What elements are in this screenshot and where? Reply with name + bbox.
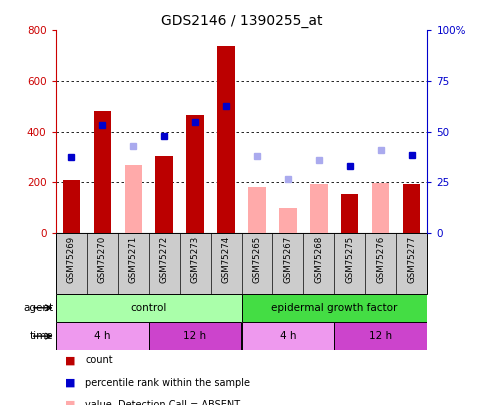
Text: 4 h: 4 h	[94, 331, 110, 341]
Text: count: count	[85, 356, 113, 365]
Text: time: time	[29, 331, 53, 341]
Bar	[372, 183, 389, 233]
Text: GSM75270: GSM75270	[98, 236, 107, 283]
Text: GSM75277: GSM75277	[408, 236, 416, 283]
Text: GSM75273: GSM75273	[190, 236, 199, 283]
Bar	[311, 183, 327, 233]
Text: GSM75271: GSM75271	[128, 236, 138, 283]
Text: GSM75269: GSM75269	[67, 236, 75, 283]
Text: 4 h: 4 h	[280, 331, 296, 341]
Text: GSM75276: GSM75276	[376, 236, 385, 283]
Text: epidermal growth factor: epidermal growth factor	[271, 303, 398, 313]
Bar	[62, 180, 80, 233]
Bar	[334, 322, 427, 350]
Text: ■: ■	[65, 400, 76, 405]
Text: GSM75268: GSM75268	[314, 236, 324, 283]
Text: 12 h: 12 h	[184, 331, 207, 341]
Text: ■: ■	[65, 356, 76, 365]
Text: GSM75275: GSM75275	[345, 236, 355, 283]
Bar	[156, 156, 172, 233]
Bar	[186, 115, 203, 233]
Text: control: control	[130, 303, 167, 313]
Text: agent: agent	[23, 303, 53, 313]
Bar	[242, 322, 334, 350]
Bar	[94, 111, 111, 233]
Bar	[149, 322, 242, 350]
Bar	[280, 207, 297, 233]
Text: GSM75272: GSM75272	[159, 236, 169, 283]
Title: GDS2146 / 1390255_at: GDS2146 / 1390255_at	[161, 14, 322, 28]
Bar	[341, 194, 358, 233]
Bar	[217, 46, 235, 233]
Bar	[248, 187, 266, 233]
Text: GSM75267: GSM75267	[284, 236, 293, 283]
Bar	[56, 322, 149, 350]
Text: percentile rank within the sample: percentile rank within the sample	[85, 378, 251, 388]
Text: value, Detection Call = ABSENT: value, Detection Call = ABSENT	[85, 400, 241, 405]
Text: ■: ■	[65, 378, 76, 388]
Bar	[56, 294, 242, 322]
Bar	[403, 183, 421, 233]
Bar	[242, 294, 427, 322]
Text: GSM75265: GSM75265	[253, 236, 261, 283]
Text: 12 h: 12 h	[369, 331, 393, 341]
Text: GSM75274: GSM75274	[222, 236, 230, 283]
Bar	[125, 164, 142, 233]
